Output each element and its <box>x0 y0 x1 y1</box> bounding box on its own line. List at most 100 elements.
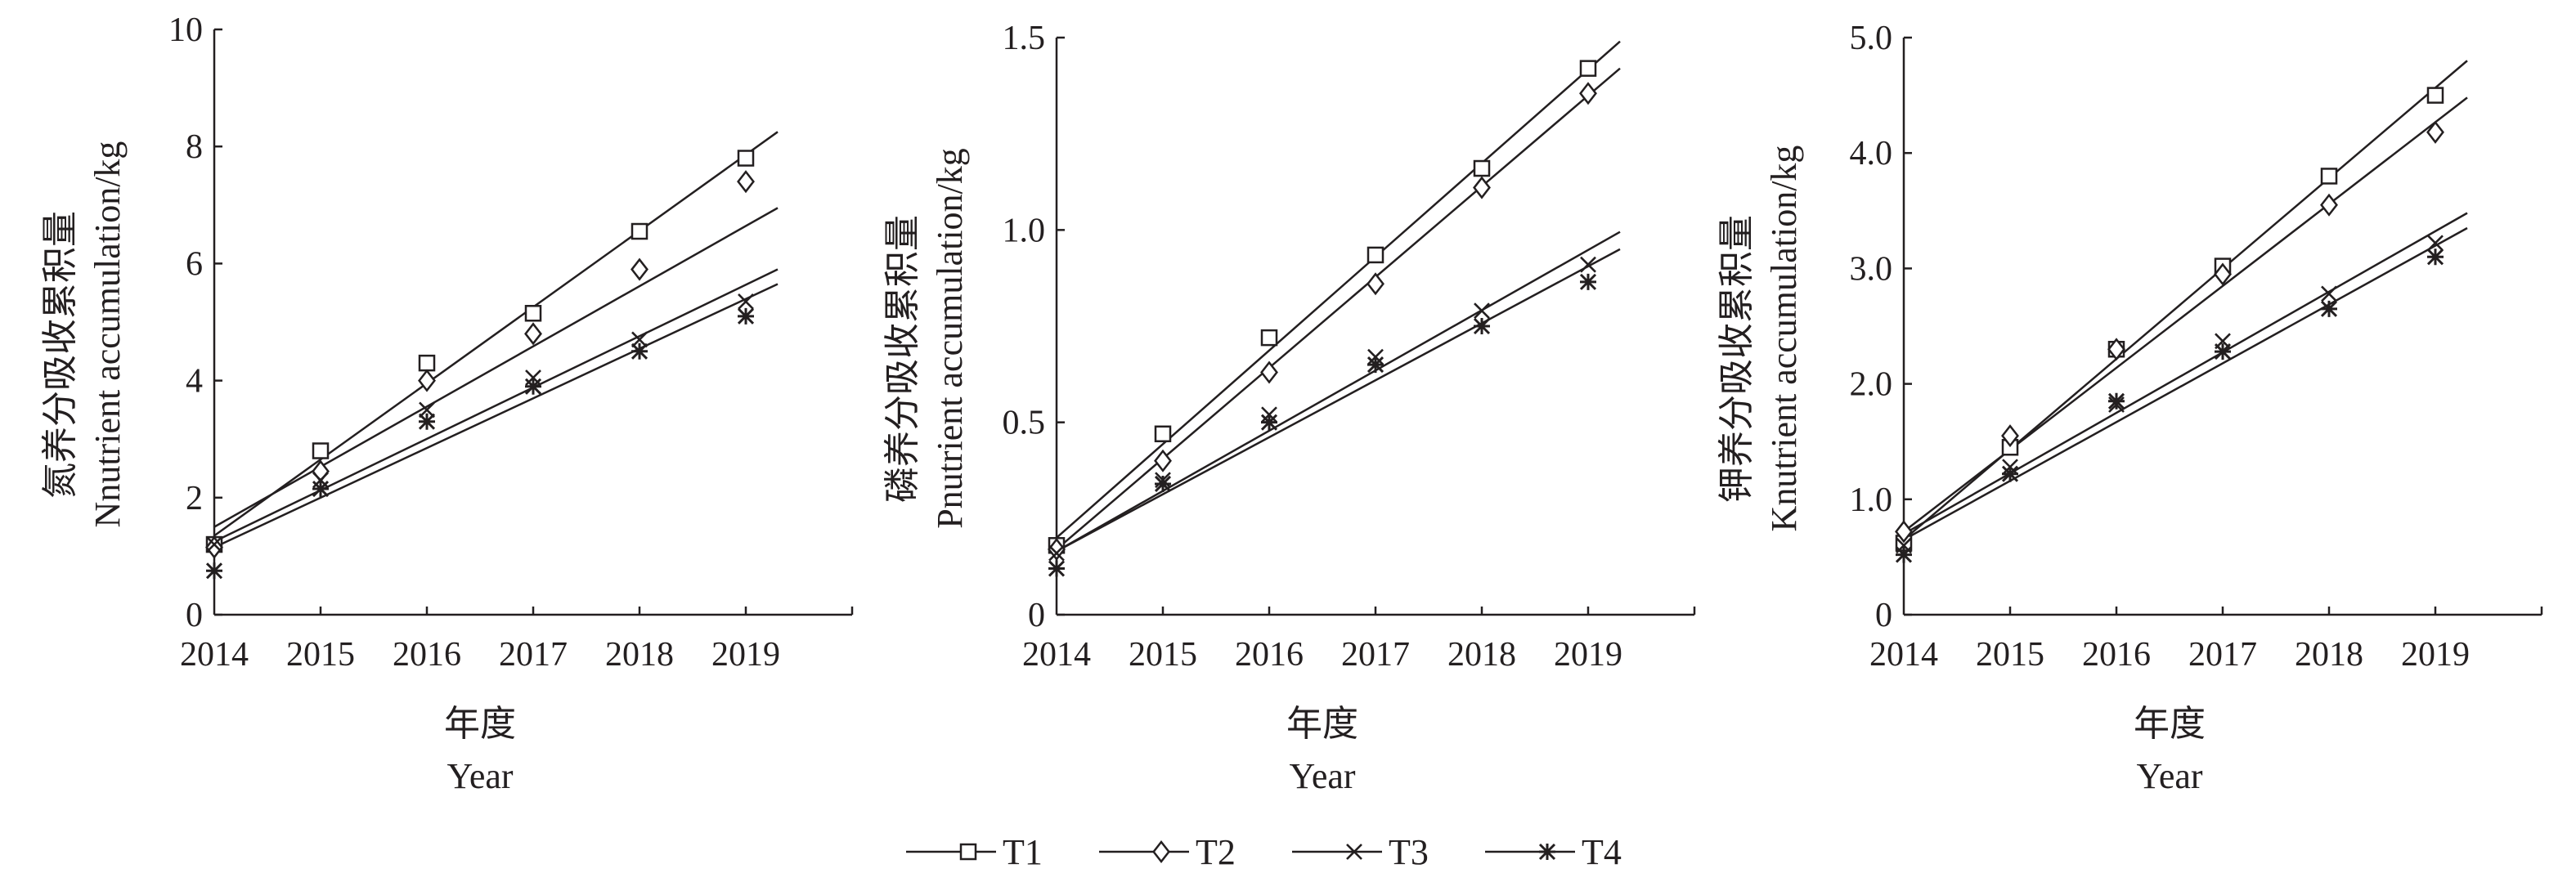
series-t2 <box>205 170 755 559</box>
y-axis-title-zh: 磷养分吸收累积量 <box>882 215 922 503</box>
x-tick-label: 2016 <box>1235 636 1304 674</box>
data-point-t4 <box>1579 273 1597 290</box>
series-t1 <box>205 150 755 553</box>
data-point-t1 <box>1154 425 1172 443</box>
data-point-t1 <box>1473 159 1491 177</box>
legend-item-t1: T1 <box>906 832 1043 872</box>
x-tick-label: 2019 <box>2401 636 2470 674</box>
data-point-t1 <box>2320 168 2338 185</box>
data-point-t2 <box>2107 338 2125 361</box>
data-point-t2 <box>205 535 223 559</box>
y-axis-title-zh: 氮养分吸收累积量 <box>40 211 80 499</box>
data-point-t4 <box>1367 356 1384 374</box>
data-point-t1 <box>1260 329 1278 347</box>
chart-panels: 0 2 4 6 8 10 2014 2015 2016 2017 2018 2019 年度 Year 氮养分… <box>40 11 2543 796</box>
x-axis-title-en: Year <box>1289 756 1355 796</box>
x-tick-label: 2017 <box>2188 636 2257 674</box>
y-tick-label: 3.0 <box>1850 250 1893 288</box>
data-point-t4 <box>1260 414 1278 431</box>
data-point-t2 <box>418 369 436 392</box>
x-tick-label: 2019 <box>711 636 780 674</box>
legend-item-t2: T2 <box>1099 832 1236 872</box>
data-point-t4 <box>737 307 755 325</box>
data-point-t2 <box>737 170 755 194</box>
y-axis-title-zh: 钾养分吸收累积量 <box>1717 215 1757 503</box>
data-point-t1 <box>737 150 755 167</box>
x-tick-label: 2015 <box>286 636 355 674</box>
trendline-t4 <box>1056 248 1621 553</box>
x-tick-label: 2018 <box>1447 636 1516 674</box>
y-tick-label: 1.0 <box>1003 212 1046 249</box>
trendline-t4 <box>213 283 779 548</box>
series-t4 <box>1048 273 1597 577</box>
y-tick-label: 0 <box>1875 597 1892 634</box>
x-axis-title-zh: 年度 <box>2134 704 2206 744</box>
data-point-t2 <box>1154 449 1172 472</box>
data-point-t1 <box>1579 60 1597 77</box>
trendline-t3 <box>1903 212 2468 535</box>
data-point-t4 <box>2426 248 2444 266</box>
x-tick-label: 2018 <box>2295 636 2363 674</box>
y-tick-label: 2 <box>186 480 203 517</box>
data-point-t2 <box>1048 537 1066 562</box>
y-tick-label: 5.0 <box>1850 20 1893 57</box>
data-point-t4 <box>1154 475 1172 493</box>
trendline-t2 <box>213 207 779 528</box>
data-point-t4 <box>2320 300 2338 317</box>
data-point-t1 <box>631 222 648 240</box>
y-tick-label: 0 <box>1028 597 1045 634</box>
data-point-t1 <box>312 442 330 459</box>
trendline-t1 <box>213 131 779 537</box>
data-point-t4 <box>205 562 223 580</box>
data-point-t2 <box>1260 360 1278 384</box>
y-tick-label: 1.0 <box>1850 481 1893 519</box>
y-tick-label: 0 <box>186 597 203 634</box>
data-point-t1 <box>1367 246 1384 264</box>
data-point-t1 <box>418 354 436 372</box>
data-point-t2 <box>2214 262 2232 286</box>
x-axis-title-en: Year <box>447 756 513 796</box>
data-point-t3 <box>1474 302 1490 320</box>
y-tick-label: 8 <box>186 128 203 166</box>
chart-panel-2: 0 0.5 1.0 1.5 2014 2015 2016 2017 2018 2019 年度 Year… <box>882 20 1696 796</box>
y-axis-title-en: Nnutrient accumulation/kg <box>88 141 128 528</box>
series-t3 <box>1896 235 2444 554</box>
x-axis-title-zh: 年度 <box>1286 704 1358 744</box>
trendline-t3 <box>213 268 779 543</box>
series-t1 <box>1895 87 2444 552</box>
y-tick-label: 0.5 <box>1003 405 1046 442</box>
chart-panel-3: 0 1.0 2.0 3.0 4.0 5.0 2014 2015 2016 2017 2018 2019… <box>1717 20 2543 796</box>
data-point-t3 <box>1580 256 1596 273</box>
x-tick-label: 2018 <box>605 636 674 674</box>
trendline-t1 <box>1056 40 1621 539</box>
data-point-t1 <box>524 305 542 322</box>
x-tick-label: 2015 <box>1976 636 2044 674</box>
data-point-t3 <box>1048 544 1065 562</box>
data-point-t3 <box>2427 235 2444 252</box>
trendline-t3 <box>1056 231 1621 553</box>
y-axis-title-en: Pnutrient accumulation/kg <box>930 148 970 529</box>
series-t2 <box>1895 120 2444 544</box>
data-point-t3 <box>419 401 435 419</box>
data-point-t4 <box>631 343 648 360</box>
data-point-t3 <box>631 331 648 348</box>
series-t4 <box>1895 248 2444 563</box>
data-point-t4 <box>2214 343 2232 360</box>
data-point-t2 <box>1473 176 1491 199</box>
data-point-t4 <box>1473 317 1491 335</box>
data-point-t4 <box>524 378 542 395</box>
data-point-t4 <box>2001 465 2019 482</box>
y-tick-label: 4 <box>186 363 203 401</box>
data-point-t4 <box>1048 560 1066 577</box>
legend-cross-icon <box>1346 844 1362 860</box>
trendline-t4 <box>1903 226 2468 541</box>
legend-label: T2 <box>1196 832 1236 872</box>
trendline-t2 <box>1903 96 2468 533</box>
trendline-t1 <box>1903 60 2468 541</box>
y-tick-label: 4.0 <box>1850 135 1893 172</box>
data-point-t2 <box>1895 520 1913 544</box>
x-axis-title-en: Year <box>2136 756 2202 796</box>
data-point-t2 <box>2320 193 2338 217</box>
chart-panel-1: 0 2 4 6 8 10 2014 2015 2016 2017 2018 2019 年度 Year 氮养分… <box>40 11 854 796</box>
data-point-t2 <box>1579 82 1597 105</box>
